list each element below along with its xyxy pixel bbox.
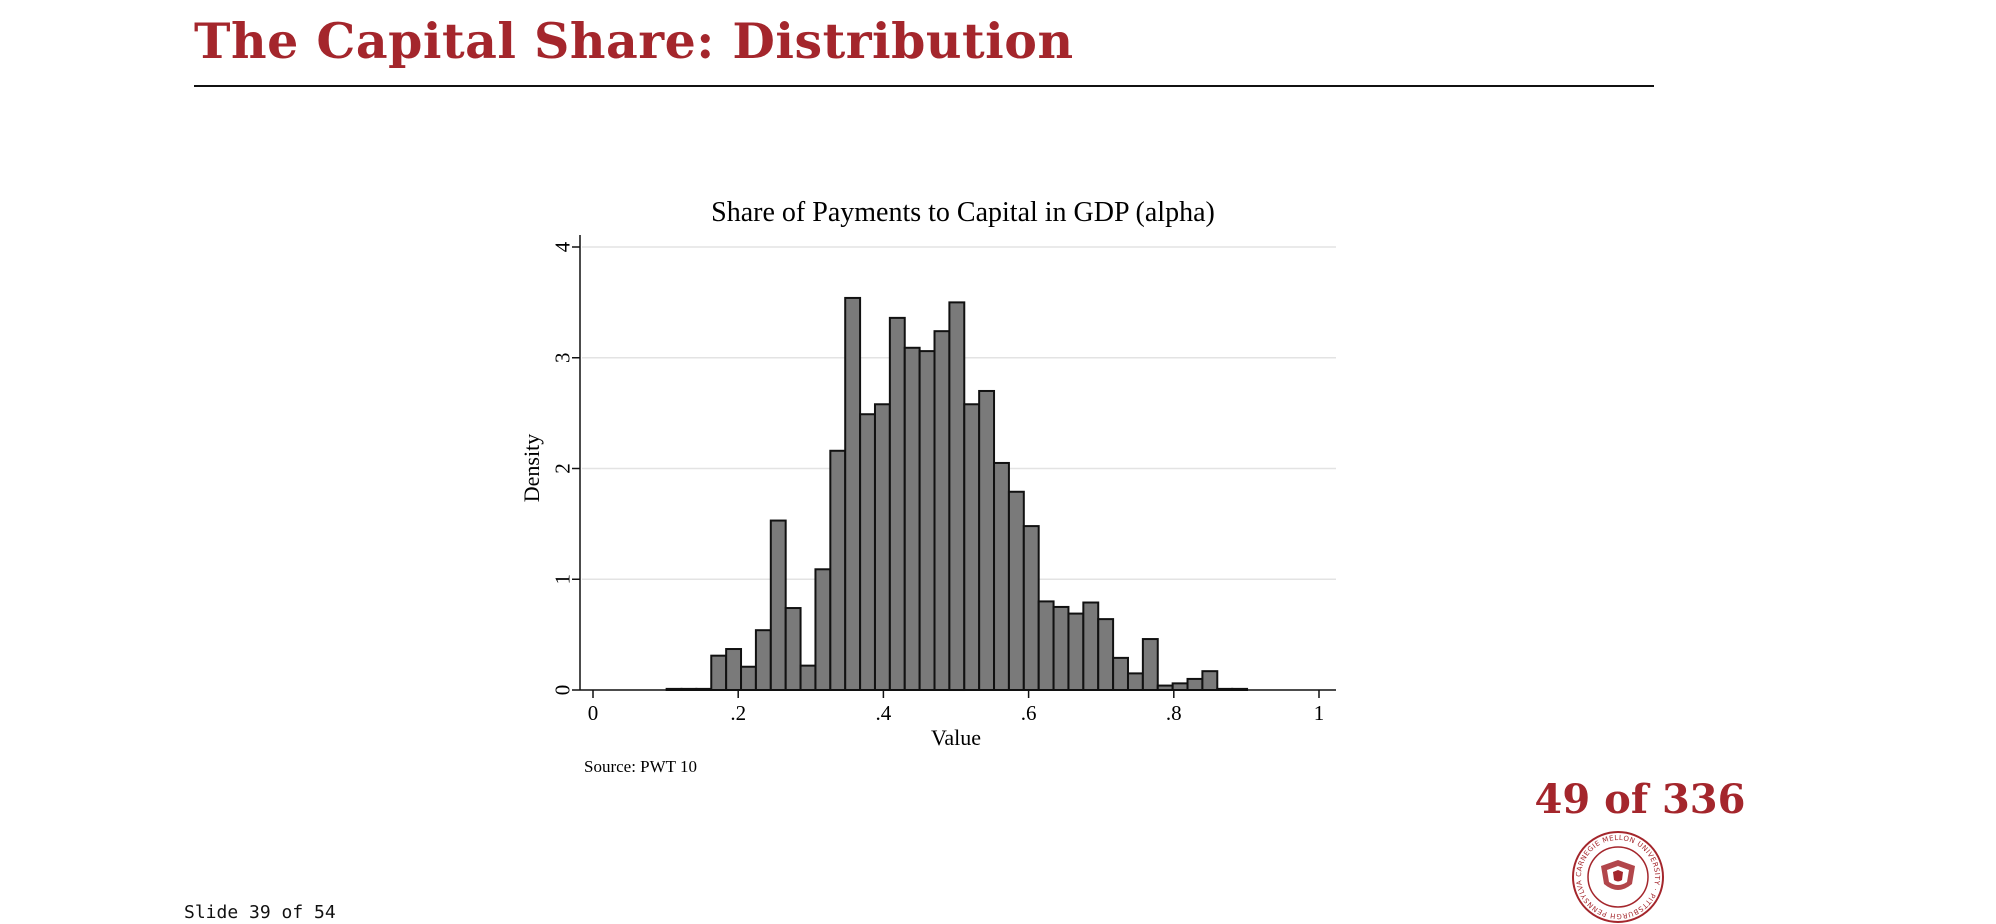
slide-counter: 49 of 336 (1534, 776, 1746, 823)
x-tick-label: .2 (730, 701, 746, 725)
y-tick-label: 1 (550, 574, 574, 585)
y-tick-label: 4 (550, 241, 574, 252)
histogram-bar (710, 654, 728, 691)
y-axis-label: Density (519, 434, 544, 502)
university-seal-icon: CARNEGIE MELLON UNIVERSITY · PITTSBURGH … (1571, 830, 1664, 923)
chart-ticks: 0 .2 .4 .6 .8 1 0 1 2 3 4 (550, 241, 1324, 725)
histogram-bar (963, 403, 981, 691)
histogram-bar (784, 607, 802, 691)
histogram-bar (1067, 612, 1085, 692)
histogram-bar (829, 449, 847, 691)
chart-axes (579, 235, 1336, 691)
histogram-bar (873, 403, 891, 691)
x-tick-label: .8 (1166, 701, 1182, 725)
chart-bars (665, 296, 1249, 692)
histogram-bar (918, 350, 936, 691)
histogram-bar (888, 316, 906, 691)
histogram-bar (844, 296, 862, 691)
histogram-bar (1007, 490, 1025, 692)
slide-title: The Capital Share: Distribution (194, 12, 1074, 70)
x-tick-label: .4 (876, 701, 892, 725)
title-rule (194, 85, 1654, 87)
histogram-bar (1141, 638, 1159, 691)
source-note: Source: PWT 10 (584, 757, 697, 776)
x-tick-label: .6 (1021, 701, 1037, 725)
histogram-bar (1126, 672, 1144, 692)
histogram-bar (1201, 670, 1219, 691)
x-tick-label: 1 (1314, 701, 1325, 725)
histogram-bar (769, 519, 787, 691)
histogram-bar (1171, 682, 1189, 691)
histogram-bar (1052, 605, 1070, 691)
histogram-bar (1022, 525, 1040, 692)
histogram-bar (933, 330, 951, 691)
histogram-bar (740, 665, 757, 691)
histogram-bar (1037, 600, 1055, 692)
y-tick-label: 0 (550, 685, 574, 696)
y-tick-label: 3 (550, 353, 574, 364)
histogram-bar (903, 346, 921, 691)
histogram-bar (725, 648, 743, 692)
x-tick-label: 0 (588, 701, 599, 725)
histogram-bar (1112, 656, 1129, 692)
histogram-bar (814, 568, 832, 692)
histogram-bar (754, 629, 772, 692)
histogram-bar (859, 413, 876, 691)
histogram-bar (1097, 618, 1115, 691)
histogram-bar (1082, 601, 1100, 692)
histogram-bar (799, 664, 817, 692)
histogram-bar (948, 301, 966, 692)
x-axis-label: Value (931, 725, 981, 750)
histogram-bar (978, 389, 996, 691)
y-tick-label: 2 (550, 463, 574, 474)
histogram-bar (1186, 677, 1204, 691)
chart-title: Share of Payments to Capital in GDP (alp… (711, 197, 1215, 228)
histogram-bar (993, 461, 1010, 691)
slide-number: Slide 39 of 54 (184, 902, 336, 923)
